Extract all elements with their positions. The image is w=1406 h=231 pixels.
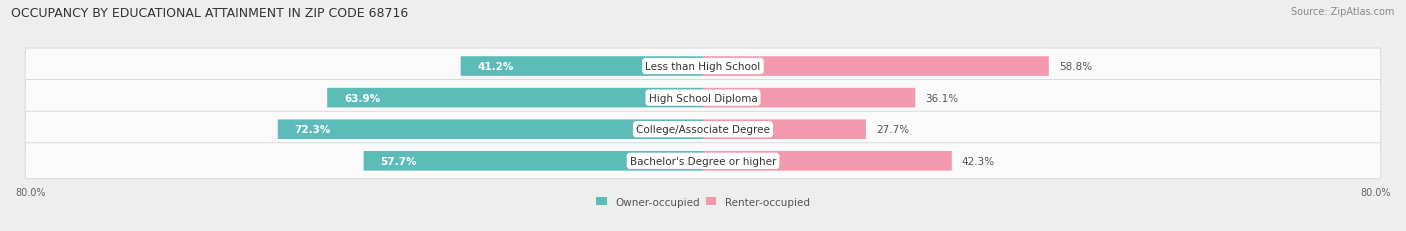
Text: 58.8%: 58.8% — [1059, 62, 1092, 72]
FancyBboxPatch shape — [25, 49, 1381, 85]
FancyBboxPatch shape — [25, 112, 1381, 148]
Text: 72.3%: 72.3% — [295, 125, 330, 135]
FancyBboxPatch shape — [25, 80, 1381, 116]
Legend: Owner-occupied, Renter-occupied: Owner-occupied, Renter-occupied — [592, 193, 814, 211]
FancyBboxPatch shape — [703, 88, 915, 108]
FancyBboxPatch shape — [703, 120, 866, 139]
Text: OCCUPANCY BY EDUCATIONAL ATTAINMENT IN ZIP CODE 68716: OCCUPANCY BY EDUCATIONAL ATTAINMENT IN Z… — [11, 7, 409, 20]
FancyBboxPatch shape — [703, 57, 1049, 76]
FancyBboxPatch shape — [278, 120, 703, 139]
Text: 57.7%: 57.7% — [381, 156, 418, 166]
FancyBboxPatch shape — [328, 88, 703, 108]
Text: 41.2%: 41.2% — [478, 62, 513, 72]
FancyBboxPatch shape — [25, 143, 1381, 179]
FancyBboxPatch shape — [703, 151, 952, 171]
Text: 80.0%: 80.0% — [1360, 187, 1391, 197]
FancyBboxPatch shape — [461, 57, 703, 76]
Text: 80.0%: 80.0% — [15, 187, 46, 197]
Text: 63.9%: 63.9% — [344, 93, 380, 103]
Text: 42.3%: 42.3% — [962, 156, 995, 166]
Text: 36.1%: 36.1% — [925, 93, 959, 103]
Text: Source: ZipAtlas.com: Source: ZipAtlas.com — [1291, 7, 1395, 17]
Text: 27.7%: 27.7% — [876, 125, 910, 135]
Text: Bachelor's Degree or higher: Bachelor's Degree or higher — [630, 156, 776, 166]
FancyBboxPatch shape — [364, 151, 703, 171]
Text: College/Associate Degree: College/Associate Degree — [636, 125, 770, 135]
Text: Less than High School: Less than High School — [645, 62, 761, 72]
Text: High School Diploma: High School Diploma — [648, 93, 758, 103]
